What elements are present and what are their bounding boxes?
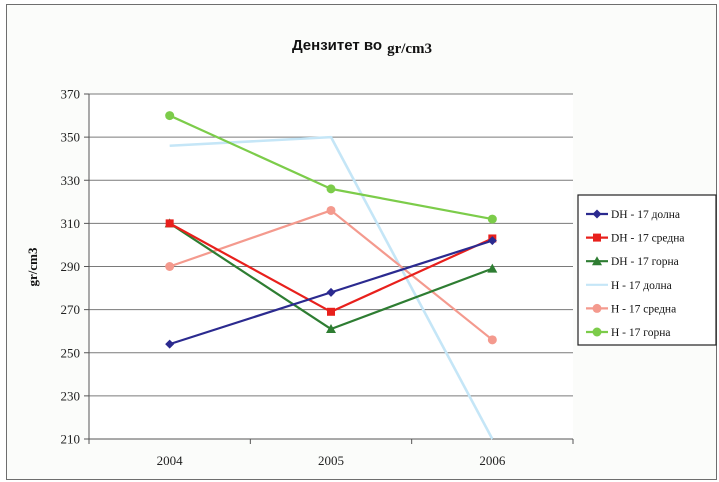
x-tick-label: 2004 <box>157 453 184 468</box>
y-tick-label: 250 <box>61 345 81 360</box>
legend-marker <box>592 209 602 219</box>
y-tick-label: 230 <box>61 388 81 403</box>
series-4 <box>165 205 497 345</box>
chart-title-unit: gr/cm3 <box>387 41 432 57</box>
legend-item: H - 17 долна <box>586 280 672 292</box>
legend-label: DH - 17 долна <box>611 209 680 221</box>
y-tick-label: 210 <box>61 432 81 447</box>
legend-item: H - 17 горна <box>586 327 670 339</box>
legend-marker <box>592 256 602 266</box>
series-3 <box>169 135 494 440</box>
legend-items: DH - 17 долна DH - 17 средна DH - 17 горна… <box>586 209 684 339</box>
legend-label: DH - 17 средна <box>611 233 684 245</box>
y-tick-label: 350 <box>61 130 81 145</box>
y-tick-label: 370 <box>61 87 81 102</box>
legend-box <box>577 194 717 346</box>
series-5 <box>165 111 497 224</box>
data-point <box>487 263 498 273</box>
data-point <box>165 262 175 271</box>
legend-marker <box>593 233 601 242</box>
data-point <box>165 339 175 349</box>
series-line <box>169 135 494 440</box>
legend-marker <box>592 327 602 337</box>
chart-title: Дензитет во gr/cm3 <box>292 37 432 57</box>
data-point <box>165 219 174 228</box>
legend-item: DH - 17 средна <box>586 233 684 245</box>
y-tick-label: 330 <box>61 173 81 188</box>
data-point <box>326 184 336 194</box>
y-tick-label: 270 <box>61 302 81 317</box>
y-tick-label: 290 <box>61 259 81 274</box>
series-layer <box>164 111 498 440</box>
legend-label: H - 17 долна <box>611 280 672 292</box>
data-point <box>487 214 497 224</box>
legend: DH - 17 долна DH - 17 средна DH - 17 горна… <box>577 194 717 346</box>
data-point <box>326 324 336 334</box>
chart-title-text: Дензитет во <box>292 37 382 54</box>
legend-label: DH - 17 горна <box>611 256 679 268</box>
legend-item: H - 17 средна <box>586 303 676 315</box>
legend-item: DH - 17 долна <box>586 209 680 221</box>
x-tick-label: 2005 <box>318 453 344 468</box>
data-point <box>487 236 497 246</box>
legend-label: H - 17 горна <box>611 327 670 339</box>
chart-frame: 210 230 250 270 290 310 330 350 370 2004 2005 2006 … <box>6 4 717 480</box>
y-tick-label: 310 <box>61 216 81 231</box>
axes: 210 230 250 270 290 310 330 350 370 2004 2005 2006 <box>61 87 574 468</box>
y-axis-label: gr/cm3 <box>25 247 40 286</box>
data-point <box>326 205 336 215</box>
data-point <box>327 307 335 316</box>
legend-item: DH - 17 горна <box>586 256 679 268</box>
data-point <box>487 335 497 345</box>
legend-marker <box>592 303 602 313</box>
x-tick-label: 2006 <box>479 453 506 468</box>
data-point <box>326 287 336 297</box>
data-point <box>165 111 175 121</box>
legend-label: H - 17 средна <box>611 303 676 315</box>
series-0 <box>165 236 497 349</box>
